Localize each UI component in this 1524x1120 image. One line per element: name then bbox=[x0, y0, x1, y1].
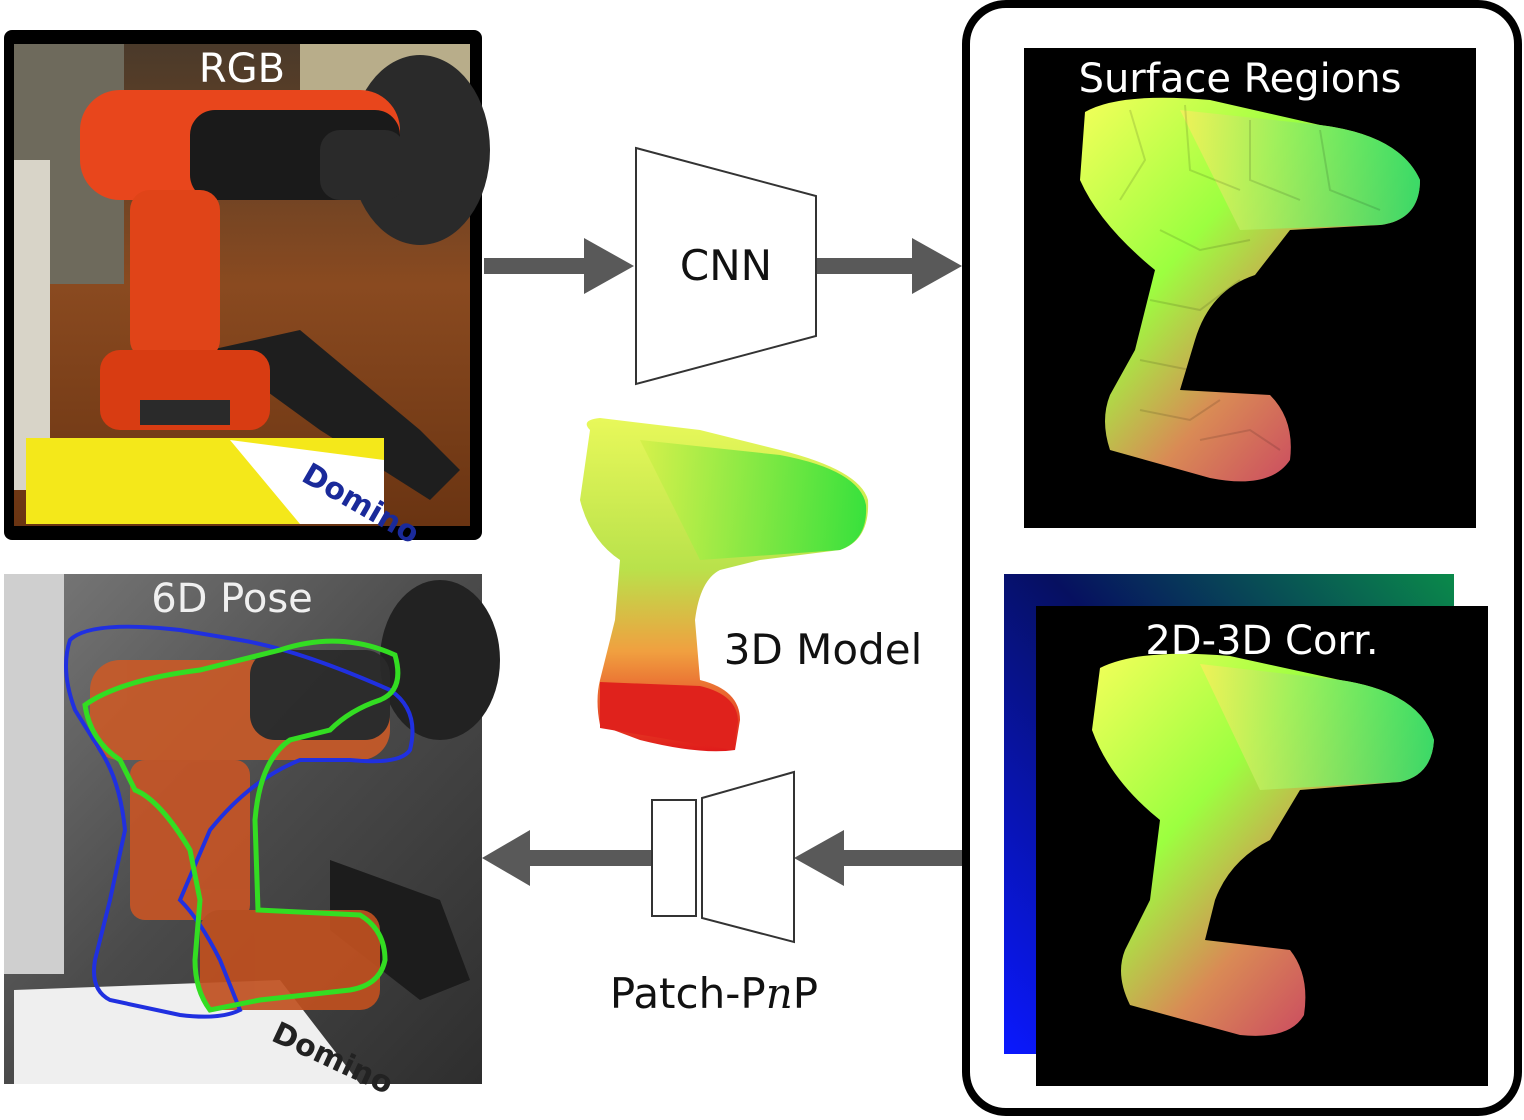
arrow-rgb-to-cnn bbox=[484, 238, 634, 294]
pose-label: 6D Pose bbox=[151, 576, 313, 622]
pose-contour-green bbox=[82, 638, 401, 1013]
patch-pnp-prefix: Patch-P bbox=[610, 969, 766, 1018]
3d-model-drill bbox=[580, 418, 869, 752]
cnn-label: CNN bbox=[680, 241, 772, 290]
rgb-label: RGB bbox=[199, 46, 285, 92]
clamp bbox=[210, 330, 460, 500]
rgb-image-panel: Domino bbox=[4, 30, 490, 551]
white-object bbox=[4, 574, 64, 974]
arrow-pnp-to-pose bbox=[482, 830, 652, 886]
patch-pnp-label: Patch-PnP bbox=[610, 969, 818, 1018]
corr-label: 2D-3D Corr. bbox=[1145, 618, 1378, 664]
arrow-outputs-to-pnp bbox=[794, 830, 962, 886]
patch-pnp-icon bbox=[651, 770, 795, 944]
surface-regions-label: Surface Regions bbox=[1079, 56, 1402, 102]
sugar-box: Domino bbox=[26, 438, 425, 551]
patch-pnp-suffix: P bbox=[793, 969, 818, 1018]
corr-panel bbox=[1036, 606, 1488, 1086]
white-object bbox=[14, 160, 50, 490]
surface-regions-panel bbox=[1024, 48, 1476, 528]
pose-contour-blue bbox=[64, 624, 415, 1019]
3d-model-label: 3D Model bbox=[724, 625, 923, 674]
arrow-cnn-to-outputs bbox=[816, 238, 962, 294]
background-clamp-disc bbox=[380, 580, 500, 740]
pose-image-panel: Domino bbox=[4, 574, 500, 1102]
voronoi-region-lines bbox=[1119, 104, 1381, 451]
patch-pnp-n: n bbox=[766, 969, 793, 1018]
clamp bbox=[330, 860, 470, 1000]
cnn-block-icon bbox=[635, 146, 817, 386]
rgb-drill bbox=[80, 90, 405, 430]
